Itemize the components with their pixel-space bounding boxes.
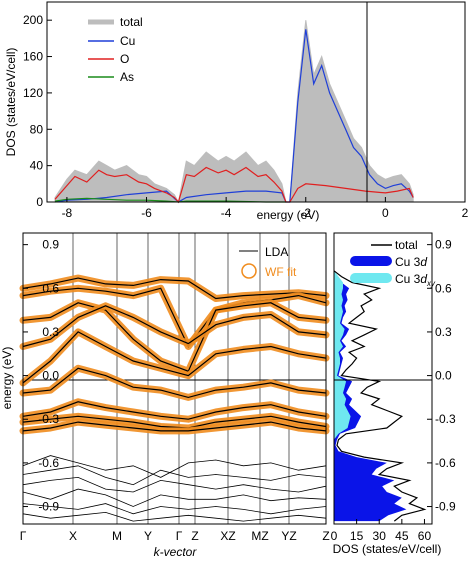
lda-lower-band (22, 488, 327, 507)
legend-label-cu: Cu (120, 34, 135, 48)
legend-label-cu3d: Cu 3d (395, 255, 427, 269)
lda-lower-band (22, 465, 327, 486)
dos-x-tick-label: 0 (382, 206, 389, 220)
bands-series-layer (19, 274, 330, 522)
dos-x-tick-label: -6 (141, 206, 152, 220)
pdos-x-tick-label: 0 (331, 529, 338, 543)
bands-xlabel: k-vector (154, 545, 198, 559)
k-label: Z (322, 529, 329, 543)
lda-band (22, 421, 327, 432)
pdos-panel: 0 15 30 45 60 0.9 0.6 0.3 0.0 -0.3 -0.6 -0.9 DOS (s… (331, 232, 456, 556)
legend-swatch-cu3d (350, 256, 392, 266)
dos-plot-frame (46, 1, 466, 203)
dos-x-tick-label: 2 (462, 206, 469, 220)
k-label: MZ (251, 529, 268, 543)
k-label: Γ (176, 529, 183, 543)
dos-x-tick-label: -8 (62, 206, 73, 220)
lda-band (22, 305, 327, 348)
k-label: YZ (281, 529, 296, 543)
bands-ylabel: energy (eV) (0, 347, 14, 410)
k-label: Γ (20, 529, 27, 543)
dos-series-layer (54, 20, 414, 204)
dos-xlabel: energy (eV) (257, 208, 320, 222)
bands-plot-frame (22, 232, 327, 525)
k-label: XZ (220, 529, 235, 543)
pdos-series-layer (333, 270, 427, 522)
bands-y-tick-label: 0.6 (42, 281, 59, 295)
legend-swatch-wf (241, 263, 257, 279)
pdos-plot-frame (333, 232, 433, 525)
dos-series-as (54, 197, 286, 203)
lda-band (22, 331, 327, 384)
pdos-y-tick-label: 0.0 (435, 369, 452, 383)
dos-series-cu (54, 29, 414, 203)
lda-lower-band (22, 476, 327, 493)
legend-label-total: total (120, 15, 143, 29)
dos-y-tick-label: 80 (30, 122, 44, 136)
pdos-y-tick-label: -0.6 (435, 456, 456, 470)
lda-band (22, 302, 327, 372)
dos-ylabel: DOS (states/eV/cell) (4, 48, 18, 157)
dos-x-tick-label: -2 (300, 206, 311, 220)
bands-y-tick-label: -0.6 (38, 456, 59, 470)
dos-y-tick-label: 40 (30, 159, 44, 173)
bands-y-tick-label: 0.0 (42, 369, 59, 383)
lda-band (22, 287, 327, 348)
lda-band (22, 401, 327, 420)
pdos-series-total (333, 270, 427, 522)
dos-y-tick-label: 160 (23, 50, 43, 64)
k-label: M (112, 529, 122, 543)
pdos-ticks: 0 15 30 45 60 0.9 0.6 0.3 0.0 -0.3 -0.6 -0.9 (331, 238, 456, 543)
pdos-series-cu3d (334, 270, 407, 522)
lda-lower-band (22, 503, 327, 515)
k-label: Z (191, 529, 198, 543)
bands-ticks: 0.90.60.30.0-0.3-0.6-0.9Γ X M Y Γ Z XZ MZ YZ Z (20, 238, 330, 543)
legend-label-lda: LDA (265, 245, 288, 259)
pdos-y-tick-label: -0.3 (435, 412, 456, 426)
legend-label-pdos-total: total (395, 238, 418, 252)
dos-series-total (54, 20, 414, 204)
bands-y-tick-label: -0.9 (38, 500, 59, 514)
dos-series-o (54, 166, 414, 204)
bands-panel: 0.90.60.30.0-0.3-0.6-0.9Γ X M Y Γ Z XZ MZ YZ Z en… (0, 232, 330, 559)
dos-y-tick-label: 0 (36, 195, 43, 209)
pdos-xlabel: DOS (states/eV/cell) (333, 542, 442, 556)
dos-x-tick-label: -4 (221, 206, 232, 220)
lda-lower-band (22, 455, 327, 478)
lda-lower-band (22, 511, 327, 522)
lda-band (22, 277, 327, 300)
dos-legend: total Cu O As (88, 15, 143, 84)
pdos-y-tick-label: 0.9 (435, 238, 452, 252)
bands-y-tick-label: -0.3 (38, 412, 59, 426)
dos-y-tick-label: 200 (23, 13, 43, 27)
bands-y-tick-label: 0.9 (42, 238, 59, 252)
pdos-y-tick-label: -0.9 (435, 500, 456, 514)
pdos-x-tick-label: 60 (418, 529, 432, 543)
legend-swatch-cu3dxy (350, 273, 392, 283)
pdos-y-tick-label: 0.3 (435, 325, 452, 339)
pdos-x-tick-label: 45 (395, 529, 409, 543)
legend-label-as: As (120, 70, 134, 84)
legend-label-o: O (120, 52, 129, 66)
pdos-y-tick-label: 0.6 (435, 281, 452, 295)
legend-label-wf: WF fit (265, 265, 297, 279)
lda-band (22, 415, 327, 429)
pdos-legend: total Cu 3d Cu 3dxy (350, 238, 436, 288)
bands-y-tick-label: 0.3 (42, 325, 59, 339)
k-label: Y (144, 529, 152, 543)
pdos-x-tick-label: 15 (350, 529, 364, 543)
legend-label-cu3dxy: Cu 3dxy (395, 272, 436, 288)
k-label: X (69, 529, 77, 543)
pdos-x-tick-label: 30 (373, 529, 387, 543)
pdos-series-cu3dxy (334, 270, 351, 440)
dos-y-tick-label: 120 (23, 86, 43, 100)
bands-legend: LDA WF fit (239, 245, 297, 279)
lda-band (22, 367, 327, 399)
